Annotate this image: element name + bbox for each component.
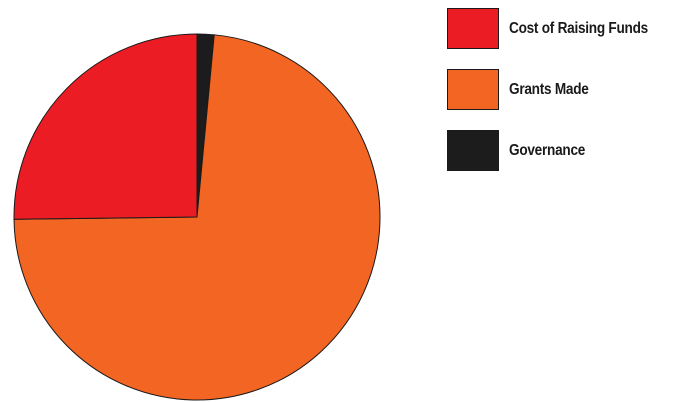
pie-slice-cost-of-raising-funds [13,33,198,220]
legend-item-cost-of-raising-funds: Cost of Raising Funds [447,8,672,49]
legend-item-grants-made: Grants Made [447,69,672,110]
legend-swatch-governance [447,130,499,171]
legend-swatch-grants-made [447,69,499,110]
legend-label-cost-of-raising-funds: Cost of Raising Funds [509,19,648,37]
pie-chart [13,33,381,401]
legend-label-grants-made: Grants Made [509,80,589,98]
legend-swatch-cost-of-raising-funds [447,8,499,49]
legend: Cost of Raising Funds Grants Made Govern… [447,8,672,171]
legend-label-governance: Governance [509,141,586,159]
legend-item-governance: Governance [447,130,672,171]
